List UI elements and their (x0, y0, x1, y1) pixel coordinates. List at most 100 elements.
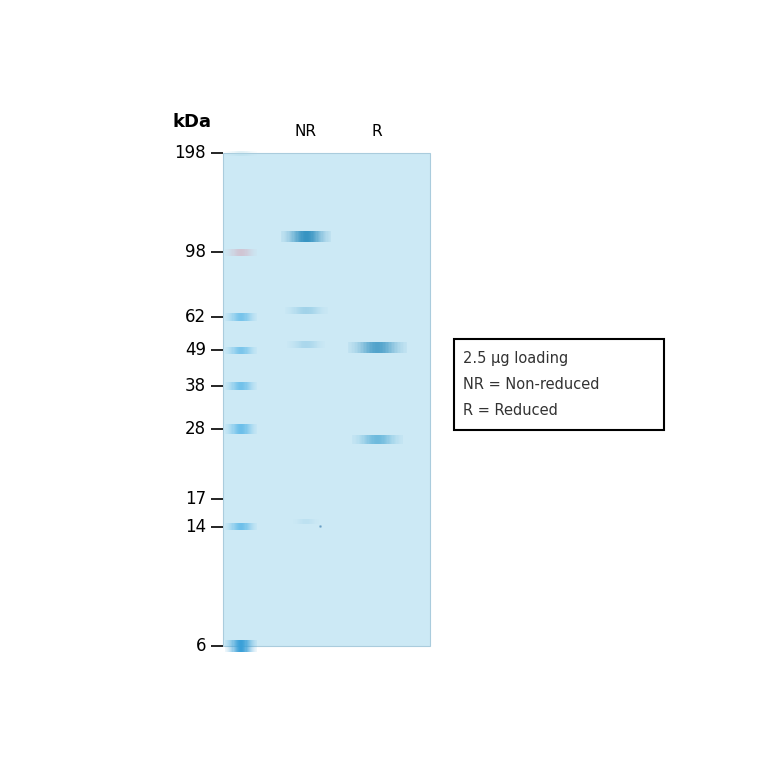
Bar (225, 347, 226, 354)
Bar (243, 313, 244, 321)
Bar (252, 424, 253, 434)
Bar (363, 342, 364, 352)
Bar (253, 347, 254, 354)
Bar (228, 424, 229, 434)
Bar (315, 307, 316, 314)
Bar (227, 424, 228, 434)
Bar (239, 313, 240, 321)
Bar (291, 307, 293, 314)
Bar (255, 347, 256, 354)
Bar (252, 382, 253, 390)
Text: 98: 98 (185, 244, 206, 261)
Bar (324, 342, 325, 348)
Bar (237, 347, 238, 354)
Bar (381, 435, 383, 444)
Bar (251, 382, 252, 390)
Bar (380, 342, 382, 352)
Bar (300, 342, 302, 348)
Bar (256, 151, 257, 157)
Bar (395, 435, 397, 444)
Bar (226, 151, 227, 157)
Bar (377, 342, 379, 352)
Bar (376, 342, 377, 352)
Bar (301, 231, 303, 241)
Bar (244, 248, 245, 256)
Bar (248, 151, 249, 157)
Bar (254, 313, 255, 321)
Bar (297, 231, 299, 241)
Bar (256, 523, 257, 530)
Bar (299, 342, 300, 348)
Bar (234, 151, 235, 157)
Bar (230, 347, 231, 354)
Bar (368, 435, 370, 444)
Bar (374, 342, 376, 352)
Bar (226, 382, 227, 390)
Bar (309, 342, 310, 348)
Bar (253, 248, 254, 256)
Bar (254, 640, 255, 652)
Bar (232, 424, 234, 434)
Bar (255, 151, 256, 157)
Bar (302, 342, 303, 348)
Bar (225, 424, 226, 434)
Bar (248, 523, 249, 530)
Bar (232, 640, 234, 652)
Bar (241, 313, 242, 321)
Bar (240, 313, 241, 321)
Bar (252, 640, 253, 652)
Bar (239, 523, 240, 530)
Bar (250, 151, 251, 157)
Bar (226, 640, 227, 652)
Bar (370, 342, 371, 352)
Bar (252, 523, 253, 530)
Bar (226, 347, 227, 354)
Bar (248, 640, 249, 652)
Bar (238, 248, 239, 256)
Bar (230, 151, 231, 157)
Bar (251, 640, 252, 652)
Bar (235, 523, 237, 530)
Bar (248, 248, 249, 256)
Bar (251, 151, 252, 157)
Bar (243, 248, 244, 256)
Bar (243, 640, 244, 652)
Bar (304, 342, 306, 348)
Bar (228, 382, 229, 390)
Bar (225, 151, 226, 157)
Bar (296, 231, 297, 241)
Bar (290, 307, 291, 314)
Bar (252, 151, 253, 157)
Bar (358, 342, 360, 352)
Bar (234, 523, 235, 530)
Bar (372, 435, 374, 444)
Bar (290, 342, 291, 348)
Bar (361, 342, 363, 352)
Bar (242, 424, 243, 434)
Bar (228, 347, 229, 354)
Bar (387, 435, 389, 444)
Bar (245, 382, 247, 390)
Bar (304, 231, 305, 241)
Bar (322, 231, 324, 241)
Bar (241, 424, 242, 434)
Bar (249, 151, 250, 157)
Bar (227, 523, 228, 530)
Bar (234, 347, 235, 354)
Bar (226, 523, 227, 530)
Bar (250, 248, 251, 256)
Bar (290, 231, 291, 241)
Bar (242, 313, 243, 321)
Bar (312, 307, 314, 314)
Bar (380, 435, 381, 444)
Bar (242, 640, 243, 652)
Bar (239, 424, 240, 434)
Bar (314, 231, 315, 241)
Bar (308, 342, 309, 348)
Bar (377, 435, 379, 444)
Bar (240, 382, 241, 390)
Bar (286, 307, 287, 314)
Bar (240, 347, 241, 354)
Bar (287, 231, 289, 241)
Bar (228, 523, 229, 530)
